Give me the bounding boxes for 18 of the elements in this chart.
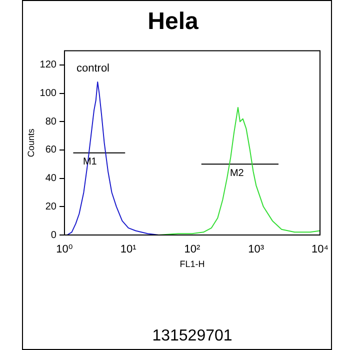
y-tick-label: 60 [45,144,57,156]
x-tick-label: 10³ [248,244,264,256]
text: 131529701 [152,327,232,344]
y-tick-label: 40 [45,173,57,184]
x-tick-label: 10¹ [120,244,137,256]
annotation: control [76,62,110,74]
x-tick-label: 10² [184,244,201,256]
y-tick-label: 100 [40,88,57,100]
x-tick-label: 10⁰ [56,244,74,256]
y-tick-label: 20 [45,201,57,212]
y-tick-label: 120 [40,60,57,71]
chart-title: Hela [148,8,199,36]
x-axis-title: FL1-H [180,259,205,270]
annotation: M2 [230,168,244,179]
y-tick-label: 80 [45,116,57,128]
x-tick-label: 10⁴ [312,244,329,256]
y-tick-label: 0 [50,230,57,241]
y-axis-title: Counts [26,128,36,158]
